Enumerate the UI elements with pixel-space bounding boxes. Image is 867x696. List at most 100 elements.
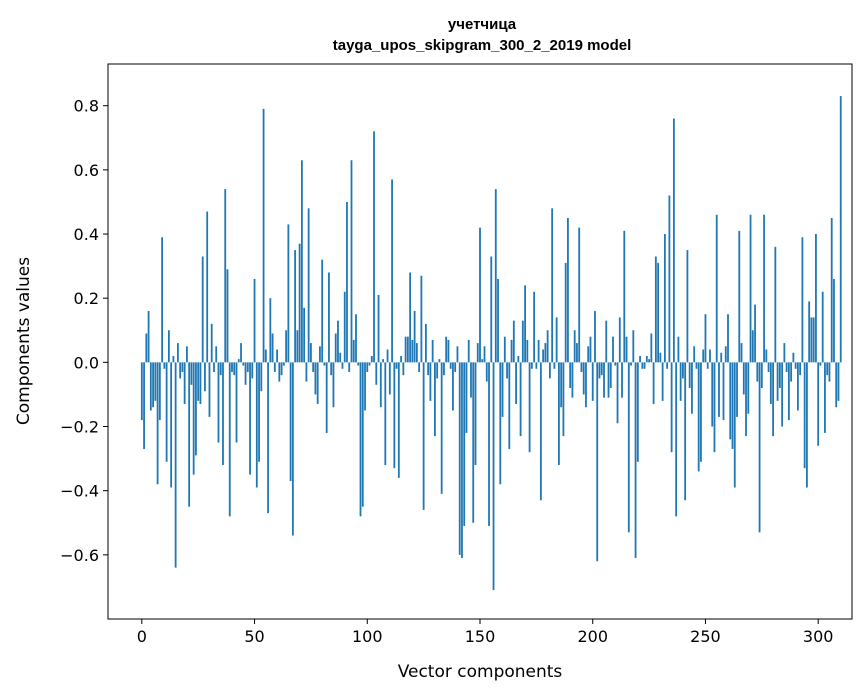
bar-component-219 — [634, 362, 637, 559]
bar-component-74 — [307, 208, 310, 363]
bar-component-279 — [769, 362, 772, 405]
bar-component-87 — [337, 320, 339, 363]
bar-component-3 — [147, 311, 150, 363]
bar-component-4 — [149, 362, 152, 411]
bar-component-25 — [197, 362, 200, 401]
bar-component-80 — [321, 259, 324, 363]
bar-component-81 — [323, 362, 326, 366]
bar-component-236 — [672, 118, 675, 363]
bar-component-49 — [251, 362, 254, 379]
bar-component-36 — [222, 362, 224, 466]
bar-component-282 — [776, 362, 779, 401]
y-axis-ticks: −0.6 −0.4 −0.2 0.0 0.2 0.4 0.6 0.8 — [60, 97, 108, 565]
bar-component-121 — [413, 311, 416, 363]
bar-component-107 — [382, 359, 384, 363]
bar-component-204 — [600, 362, 603, 376]
bar-component-8 — [158, 362, 161, 421]
bar-component-22 — [190, 362, 193, 385]
bar-component-161 — [503, 336, 506, 363]
bar-component-277 — [765, 349, 768, 363]
bar-component-225 — [648, 359, 650, 363]
bar-component-44 — [240, 343, 242, 363]
bar-component-274 — [758, 362, 761, 533]
bar-component-28 — [204, 362, 206, 392]
bar-component-32 — [213, 362, 215, 372]
bar-component-231 — [661, 362, 664, 401]
bar-component-57 — [269, 298, 272, 363]
bar-component-83 — [328, 272, 330, 363]
bar-component-92 — [348, 362, 351, 372]
bar-component-228 — [654, 256, 657, 363]
bar-component-26 — [199, 362, 202, 405]
bar-component-276 — [763, 214, 765, 363]
bar-component-34 — [217, 362, 220, 443]
bar-component-307 — [833, 278, 835, 363]
bar-component-127 — [427, 362, 430, 376]
plot-frame — [107, 63, 853, 620]
bar-component-27 — [201, 256, 204, 363]
bar-component-104 — [375, 362, 378, 385]
bar-component-116 — [402, 362, 405, 376]
bar-component-50 — [253, 278, 256, 363]
bar-component-291 — [796, 362, 799, 411]
bar-component-117 — [404, 336, 407, 363]
bar-component-112 — [393, 362, 396, 469]
bar-component-128 — [429, 362, 432, 401]
bar-component-261 — [729, 362, 732, 440]
bar-component-88 — [339, 352, 342, 363]
bar-component-13 — [170, 362, 173, 488]
bar-component-251 — [706, 362, 709, 369]
bar-component-289 — [792, 352, 795, 363]
bar-component-123 — [418, 362, 421, 372]
x-tick-label: 100 — [352, 627, 383, 646]
bar-component-120 — [411, 339, 414, 363]
bar-component-106 — [379, 362, 382, 408]
bar-component-166 — [515, 362, 517, 405]
bar-component-169 — [521, 320, 524, 363]
bar-component-31 — [210, 323, 213, 363]
bar-component-19 — [183, 362, 186, 405]
bar-component-229 — [657, 262, 660, 363]
bar-component-100 — [366, 362, 369, 372]
bar-component-38 — [226, 269, 229, 363]
x-tick-label: 150 — [465, 627, 496, 646]
bar-component-115 — [400, 355, 402, 363]
bar-component-186 — [560, 362, 563, 408]
y-axis-label: Components values — [14, 257, 34, 425]
bar-component-256 — [718, 362, 720, 417]
bar-component-55 — [264, 349, 267, 363]
y-tick-label: 0.6 — [74, 161, 99, 180]
bar-component-172 — [528, 362, 531, 453]
bar-component-288 — [790, 362, 793, 382]
bar-component-114 — [397, 362, 400, 478]
bar-component-293 — [801, 237, 804, 363]
bar-component-90 — [343, 291, 346, 363]
bar-component-113 — [395, 362, 398, 369]
bar-component-110 — [388, 362, 391, 395]
bar-component-21 — [188, 362, 191, 507]
bar-component-134 — [443, 362, 445, 376]
bar-component-70 — [298, 243, 301, 363]
bar-component-29 — [206, 211, 209, 363]
bar-component-63 — [282, 362, 285, 366]
bar-component-126 — [424, 323, 427, 363]
bar-component-183 — [553, 362, 556, 369]
bar-component-6 — [154, 362, 157, 401]
bars-group — [140, 96, 842, 591]
bar-component-212 — [618, 317, 621, 363]
bar-component-10 — [163, 362, 166, 369]
x-tick-label: 50 — [244, 627, 264, 646]
bar-component-43 — [237, 359, 240, 363]
bar-component-299 — [815, 234, 817, 363]
bar-component-72 — [303, 307, 306, 363]
bar-component-201 — [594, 311, 596, 363]
bar-component-68 — [294, 250, 297, 363]
bar-component-286 — [785, 362, 788, 372]
bar-component-302 — [821, 291, 824, 363]
bar-component-62 — [280, 362, 283, 376]
bar-component-99 — [364, 362, 366, 411]
bar-component-258 — [722, 362, 725, 421]
bar-component-254 — [713, 362, 716, 453]
bar-component-101 — [368, 362, 371, 366]
bar-component-300 — [817, 362, 820, 446]
